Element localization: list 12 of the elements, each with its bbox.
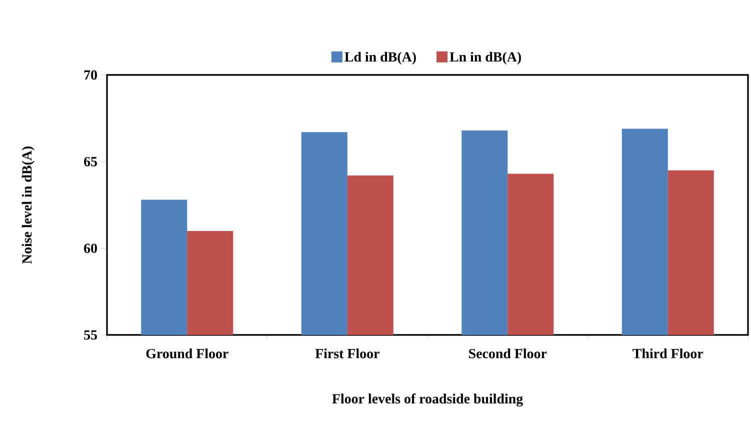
y-axis-title: Noise level in dB(A): [22, 146, 34, 264]
y-tick-label: 70: [84, 70, 97, 80]
x-tick-label: Third Floor: [632, 348, 704, 358]
x-tick-label: Second Floor: [469, 348, 547, 358]
legend-label: Ln in dB(A): [450, 52, 521, 64]
x-tick-label: Ground Floor: [146, 348, 228, 358]
y-tick-label: 55: [84, 330, 97, 340]
y-tick-label: 65: [84, 156, 97, 166]
y-tick-label: 60: [84, 244, 97, 254]
legend-label: Ld in dB(A): [344, 52, 416, 64]
x-axis-title: Floor levels of roadside building: [332, 394, 523, 406]
x-tick-label: First Floor: [315, 348, 380, 358]
